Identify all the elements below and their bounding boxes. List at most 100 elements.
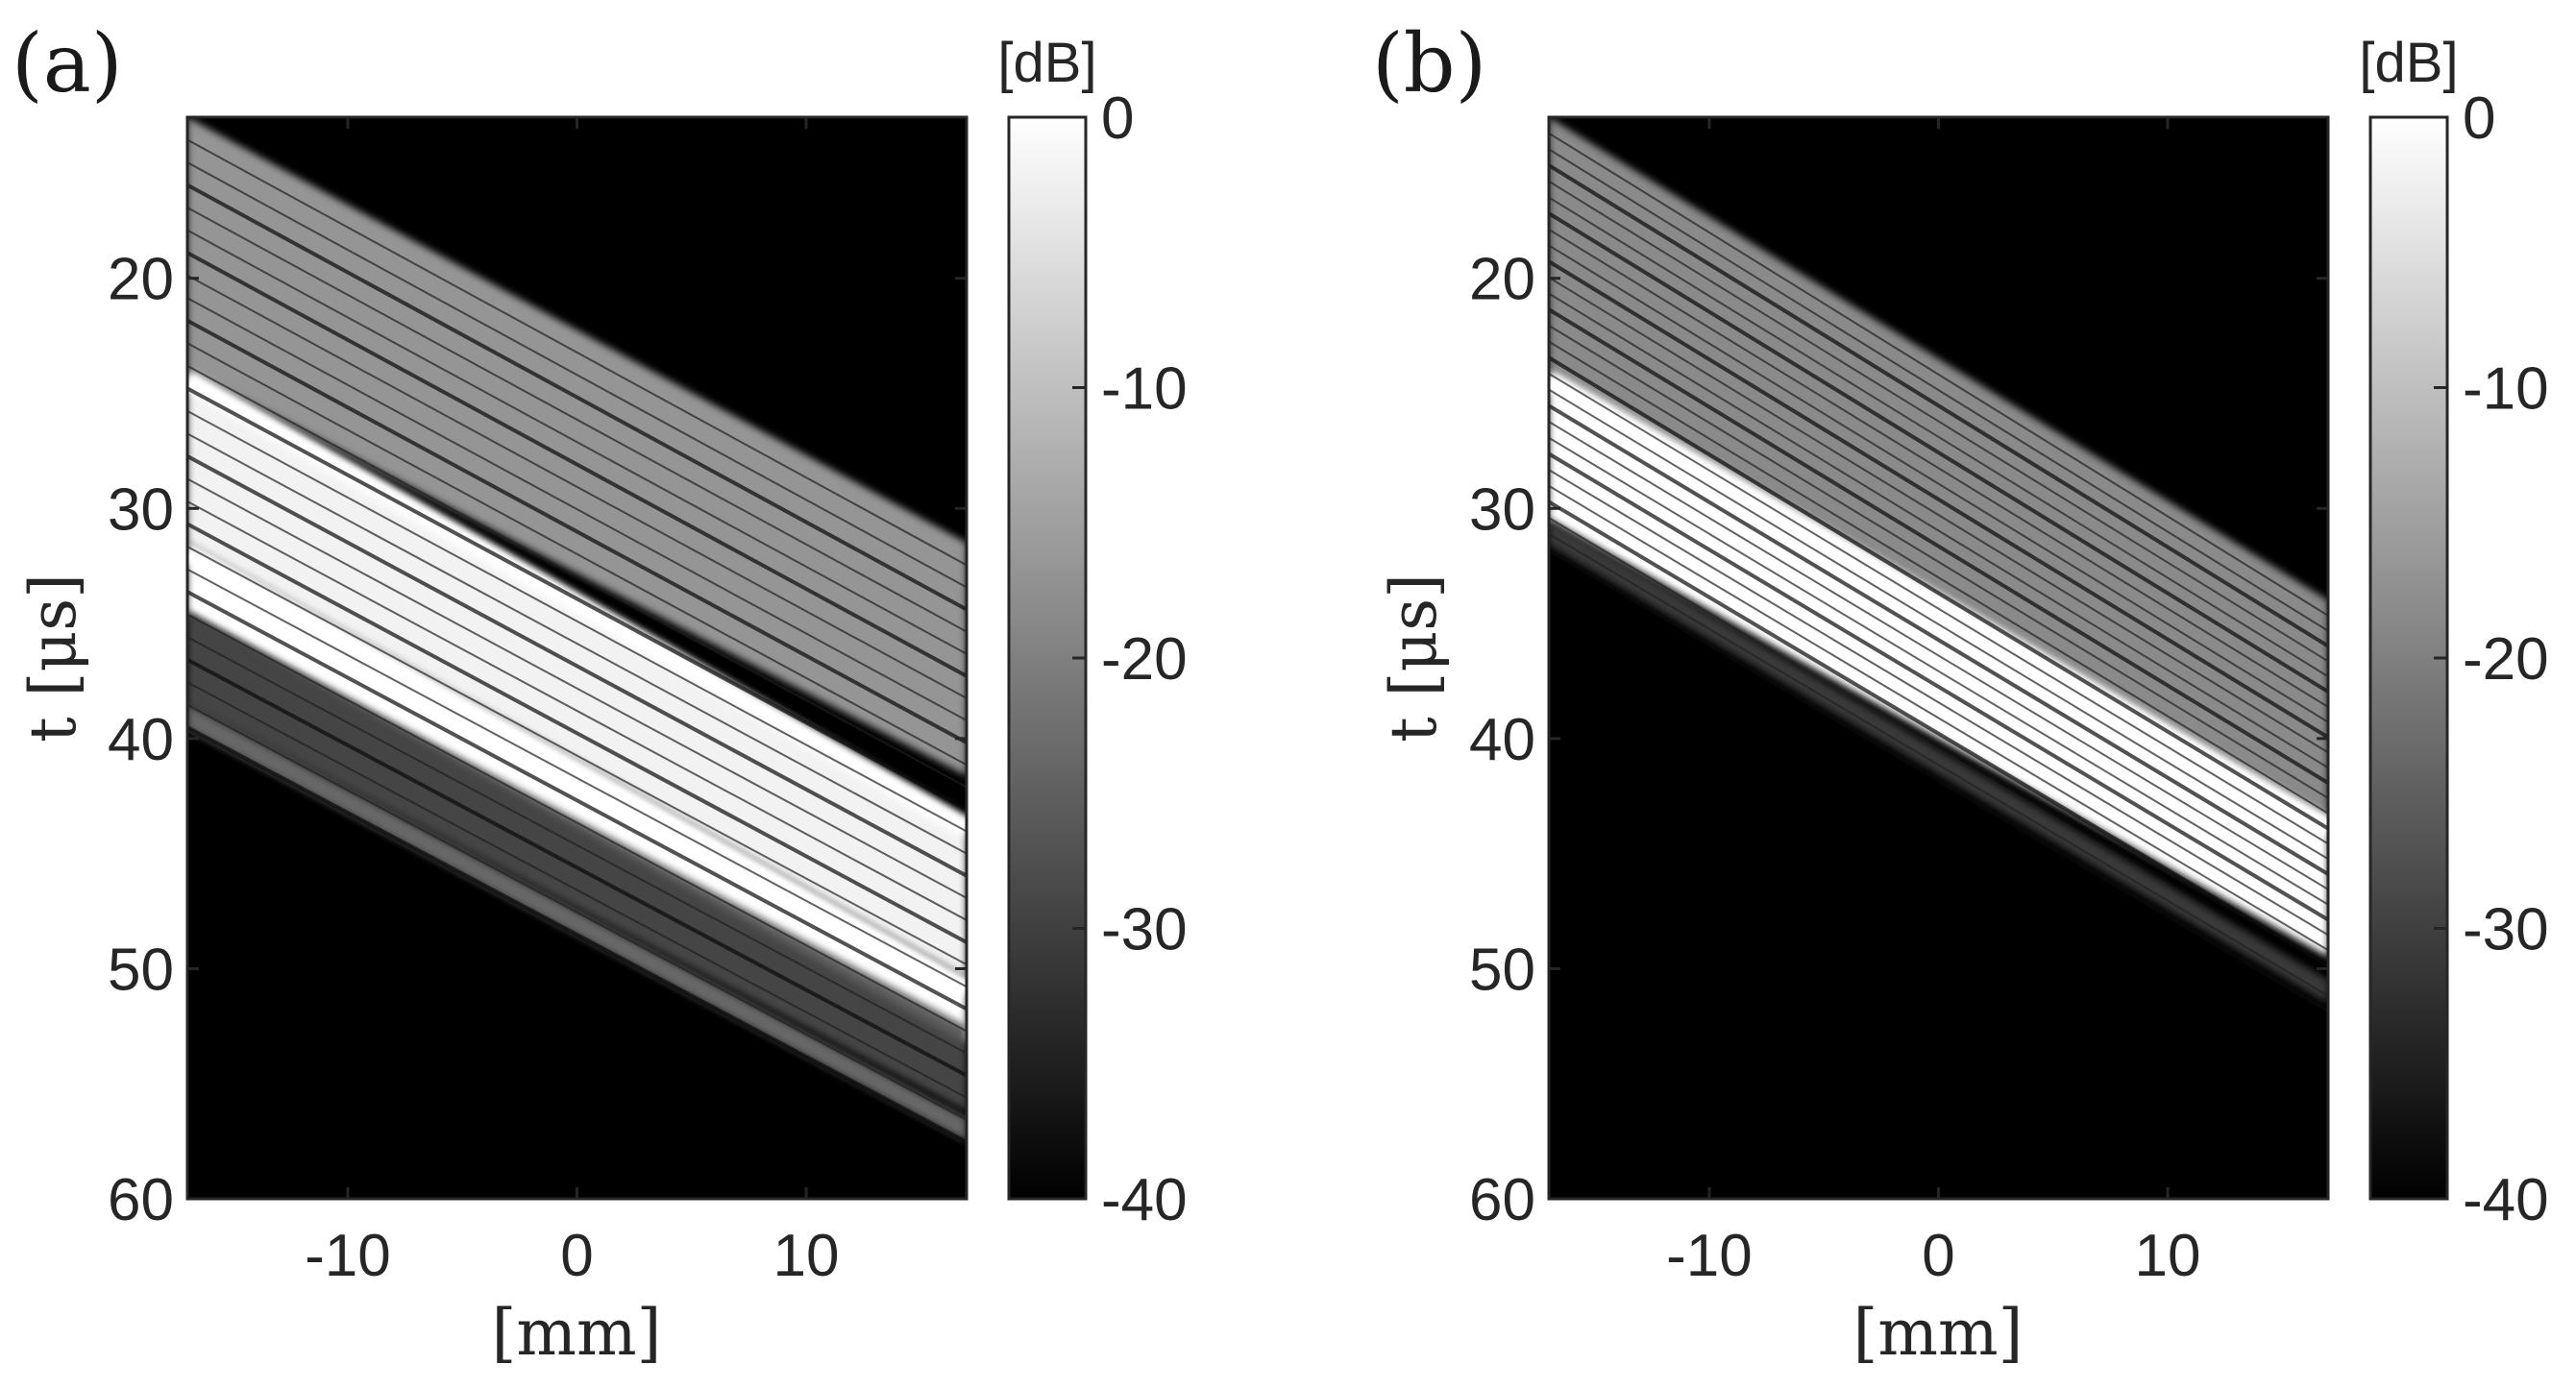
texture-line <box>1549 355 2328 831</box>
y-tick-label-b: 40 <box>1469 707 1535 773</box>
texture-line <box>187 251 967 678</box>
x-tick-label-b: 10 <box>2135 1223 2201 1289</box>
texture-line <box>187 613 967 1033</box>
texture-line <box>1549 451 2328 922</box>
colorbar-unit-b: [dB] <box>2359 32 2458 94</box>
texture-line <box>1549 548 2328 1013</box>
texture-line <box>1549 148 2328 632</box>
panel-label-a: (a) <box>12 16 123 110</box>
texture-line <box>187 138 967 567</box>
colorbar-tick-label-a: 0 <box>1101 85 1134 152</box>
y-tick-label-a: 60 <box>108 1167 174 1233</box>
texture-line <box>1549 403 2328 876</box>
texture-line <box>187 342 967 767</box>
colorbar-tick-label-b: 0 <box>2463 85 2495 152</box>
texture-line <box>1549 276 2328 754</box>
band-lower-edge <box>1549 520 2328 1004</box>
texture-line <box>187 636 967 1055</box>
texture-line <box>1549 484 2328 952</box>
texture-line <box>187 500 967 921</box>
texture-line <box>1549 388 2328 861</box>
y-tick-label-b: 60 <box>1469 1167 1535 1233</box>
y-axis-title-b: t [μs] <box>1377 573 1451 743</box>
texture-line <box>187 432 967 855</box>
panel-a: (a) 20 30 40 50 60 -10 0 10 t [μs] [mm] [dB] 0… <box>12 16 1188 1370</box>
y-tick-label-a: 30 <box>108 476 174 543</box>
texture-line <box>187 522 967 944</box>
texture-line <box>187 590 967 1011</box>
panel-label-b: (b) <box>1372 16 1486 110</box>
band-upper-edge <box>1549 117 2328 834</box>
texture-line <box>1549 532 2328 997</box>
texture-line <box>187 319 967 744</box>
colorbar-tick-label-a: -10 <box>1101 356 1188 423</box>
texture-line <box>1549 163 2328 648</box>
band-bright-echo-1-core <box>187 371 967 838</box>
texture-line <box>1549 373 2328 845</box>
colorbar-tick-label-a: -40 <box>1101 1167 1188 1233</box>
texture-line <box>187 161 967 589</box>
panel-b: (b) 20 30 40 50 60 -10 0 10 t [μs] [mm] [dB] 0… <box>1372 16 2549 1370</box>
texture-line <box>187 546 967 966</box>
texture-line <box>1549 307 2328 785</box>
band-upper-edge <box>187 117 967 776</box>
colorbar-tick-label-b: -40 <box>2463 1167 2549 1233</box>
x-tick-label-a: 0 <box>560 1223 593 1289</box>
band-bright-echo-1-core <box>1549 371 2328 838</box>
texture-line <box>1549 259 2328 740</box>
texture-line <box>1549 292 2328 769</box>
texture-line <box>187 364 967 789</box>
y-tick-label-b: 30 <box>1469 476 1535 543</box>
texture-line <box>187 454 967 878</box>
texture-line <box>187 386 967 812</box>
texture-line <box>1549 228 2328 708</box>
colorbar-tick-label-a: -30 <box>1101 897 1188 963</box>
y-tick-label-b: 20 <box>1469 247 1535 313</box>
texture-line <box>1549 196 2328 678</box>
texture-line <box>187 681 967 1099</box>
band-bright-echo-1 <box>1549 370 2328 957</box>
y-axis-title-a: t [μs] <box>16 573 90 743</box>
x-tick-label-a: -10 <box>305 1223 391 1289</box>
texture-line <box>187 410 967 833</box>
x-axis-title-a: [mm] <box>492 1296 662 1370</box>
texture-line <box>187 703 967 1121</box>
texture-line <box>1549 517 2328 982</box>
texture-line <box>1549 436 2328 906</box>
x-axis-a: -10 0 10 <box>305 117 840 1289</box>
x-axis-title-b: [mm] <box>1853 1296 2024 1370</box>
colorbar-tick-label-a: -20 <box>1101 626 1188 693</box>
colorbar-ticks-b: 0 -10 -20 -30 -40 <box>2434 85 2549 1233</box>
texture-line <box>187 657 967 1078</box>
y-axis-b: 20 30 40 50 60 <box>1469 247 2328 1233</box>
texture-line <box>1549 325 2328 799</box>
x-tick-label-a: 10 <box>773 1223 840 1289</box>
texture-line <box>1549 421 2328 890</box>
texture-line <box>187 207 967 633</box>
band-lower-edge <box>187 612 967 1111</box>
colorbar-tick-label-b: -30 <box>2463 897 2549 963</box>
x-tick-label-b: 0 <box>1922 1223 1954 1289</box>
colorbar-unit-a: [dB] <box>997 32 1096 94</box>
colorbar-tick-label-b: -20 <box>2463 626 2549 693</box>
texture-line <box>1549 211 2328 694</box>
y-axis-a: 20 30 40 50 60 <box>108 247 967 1233</box>
band-faint-echo <box>187 703 967 1142</box>
x-tick-label-b: -10 <box>1666 1223 1753 1289</box>
texture-line <box>1549 500 2328 967</box>
texture-line <box>187 477 967 899</box>
y-tick-label-a: 20 <box>108 247 174 313</box>
colorbar-tick-label-b: -10 <box>2463 356 2549 423</box>
texture-line <box>1549 180 2328 663</box>
texture-line <box>187 568 967 988</box>
y-tick-label-a: 40 <box>108 707 174 773</box>
x-axis-b: -10 0 10 <box>1666 117 2201 1289</box>
texture-line <box>1549 469 2328 937</box>
y-tick-label-a: 50 <box>108 937 174 1003</box>
band-bright-echo-1 <box>187 370 967 979</box>
heatmap-a <box>187 117 967 1144</box>
texture-line <box>187 297 967 721</box>
texture-line <box>1549 340 2328 815</box>
texture-line <box>1549 132 2328 617</box>
